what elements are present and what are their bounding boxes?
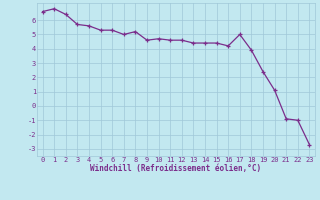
- X-axis label: Windchill (Refroidissement éolien,°C): Windchill (Refroidissement éolien,°C): [91, 164, 261, 173]
